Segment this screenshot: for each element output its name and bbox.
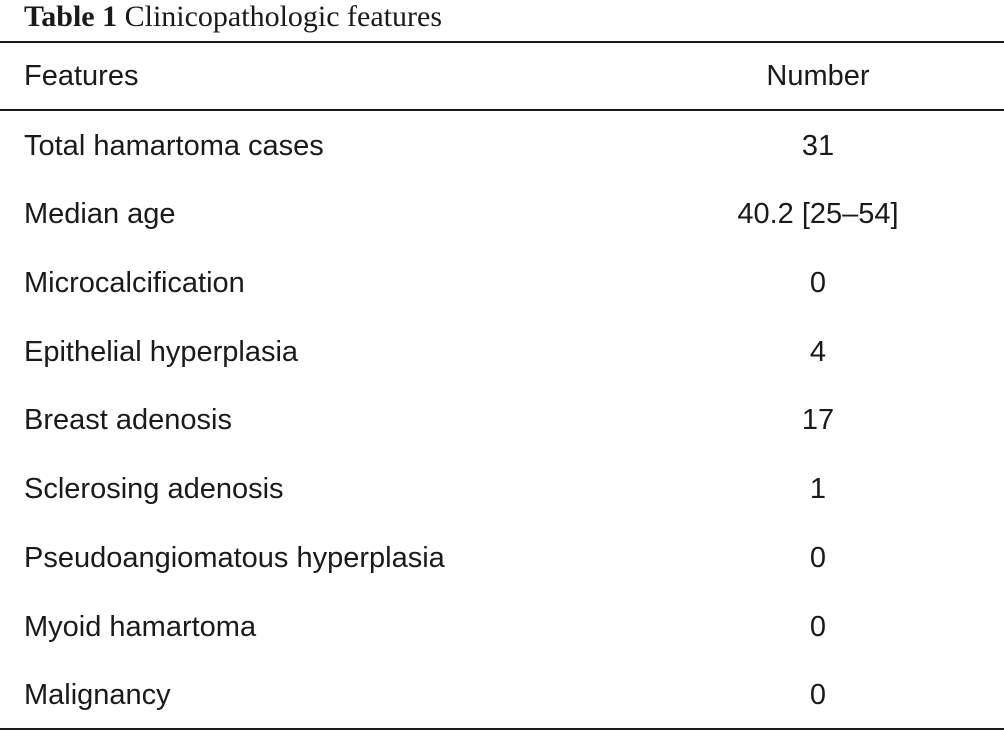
header-features: Features [24, 60, 139, 92]
header-rule [0, 109, 1004, 111]
row-feature: Median age [24, 198, 176, 230]
table-caption-label: Table 1 [24, 0, 118, 33]
row-number: 40.2 [25–54] [737, 198, 899, 230]
row-number: 31 [801, 130, 835, 162]
table-row: Sclerosing adenosis 1 [0, 467, 1004, 511]
row-number: 0 [809, 679, 827, 711]
row-feature: Sclerosing adenosis [24, 473, 284, 505]
table-row: Epithelial hyperplasia 4 [0, 330, 1004, 374]
row-feature: Pseudoangiomatous hyperplasia [24, 542, 445, 574]
table-row: Breast adenosis 17 [0, 398, 1004, 442]
row-feature: Microcalcification [24, 267, 245, 299]
row-number: 4 [809, 336, 827, 368]
row-number: 0 [809, 267, 827, 299]
row-number: 0 [809, 542, 827, 574]
table-row: Microcalcification 0 [0, 261, 1004, 305]
row-feature: Total hamartoma cases [24, 130, 324, 162]
bottom-rule [0, 728, 1004, 730]
row-number: 0 [809, 611, 827, 643]
top-rule [0, 41, 1004, 43]
table-row: Pseudoangiomatous hyperplasia 0 [0, 536, 1004, 580]
table-caption: Table 1 Clinicopathologic features [24, 0, 442, 34]
header-number: Number [766, 60, 870, 92]
row-feature: Myoid hamartoma [24, 611, 257, 643]
row-number: 1 [809, 473, 827, 505]
row-number: 17 [801, 404, 835, 436]
table-caption-title: Clinicopathologic features [124, 0, 442, 33]
table-row: Total hamartoma cases 31 [0, 124, 1004, 168]
table-row: Malignancy 0 [0, 673, 1004, 717]
table-header-row: Features Number [0, 54, 1004, 98]
row-feature: Breast adenosis [24, 404, 232, 436]
row-feature: Malignancy [24, 679, 171, 711]
table-row: Median age 40.2 [25–54] [0, 192, 1004, 236]
table-row: Myoid hamartoma 0 [0, 605, 1004, 649]
row-feature: Epithelial hyperplasia [24, 336, 299, 368]
